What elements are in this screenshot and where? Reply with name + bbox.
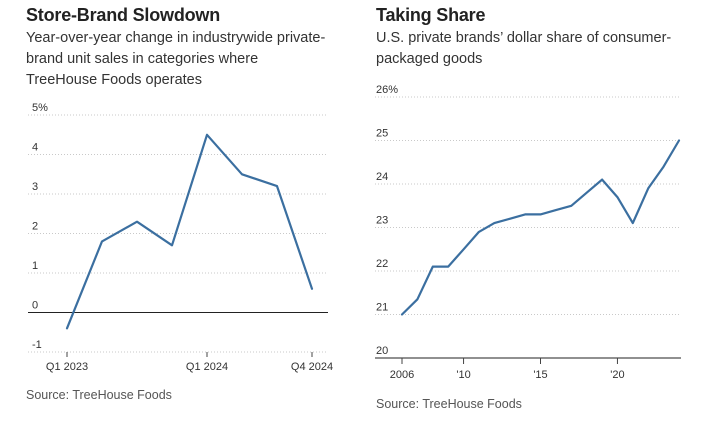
line-chart-store-brand: 5% 4 3 2 1 0 -1 Q1 2023 Q1 2024 Q4 2024: [28, 102, 333, 373]
series-line: [65, 133, 314, 330]
y-tick-label: 24: [376, 171, 388, 183]
chart-subtitle: U.S. private brands’ dollar share of con…: [376, 30, 672, 67]
x-tick-label: 2006: [390, 369, 414, 381]
x-tick-label: '15: [533, 369, 547, 381]
chart-title: Store-Brand Slowdown: [26, 5, 221, 25]
y-tick-label: -1: [32, 339, 42, 351]
x-tick-label: Q4 2024: [291, 361, 333, 373]
y-tick-label: 2: [32, 221, 38, 233]
x-tick-label: Q1 2023: [46, 361, 88, 373]
chart-source: Source: TreeHouse Foods: [26, 388, 172, 402]
y-tick-label: 1: [32, 260, 38, 272]
x-tick-label: Q1 2024: [186, 361, 228, 373]
chart-title: Taking Share: [376, 5, 486, 25]
y-tick-label: 23: [376, 215, 388, 227]
y-tick-label: 0: [32, 300, 38, 312]
y-tick-label: 3: [32, 181, 38, 193]
y-tick-label: 25: [376, 128, 388, 140]
y-tick-label: 4: [32, 142, 38, 154]
chart-subtitle: Year-over-year change in industrywide pr…: [26, 30, 326, 88]
x-tick-label: '10: [456, 369, 470, 381]
x-tick-label: '20: [610, 369, 624, 381]
y-tick-label: 5%: [32, 102, 48, 114]
y-tick-label: 22: [376, 258, 388, 270]
series-line: [400, 139, 681, 316]
y-tick-label: 20: [376, 345, 388, 357]
chart-source: Source: TreeHouse Foods: [376, 397, 522, 411]
y-tick-label: 21: [376, 302, 388, 314]
y-tick-label: 26%: [376, 84, 398, 96]
